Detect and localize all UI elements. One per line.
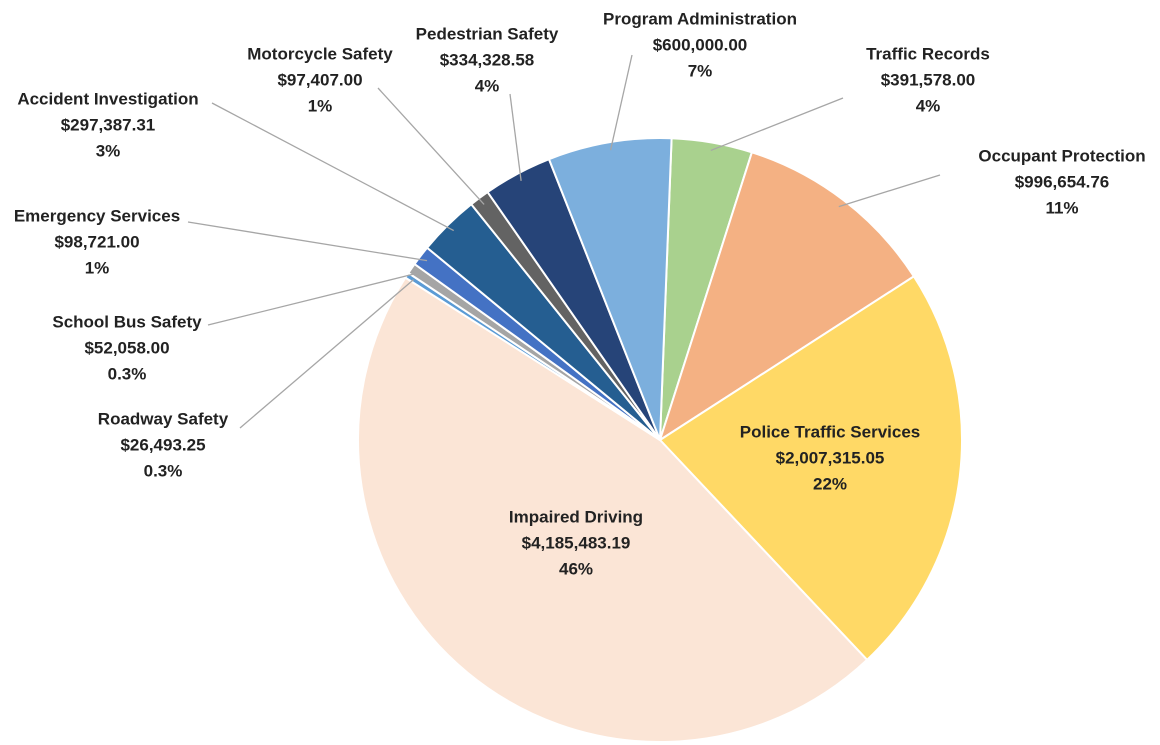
percent-label: 4% (916, 96, 941, 115)
slice (658, 274, 963, 662)
value-label: $334,328.58 (440, 50, 535, 69)
percent-label: 7% (688, 61, 713, 80)
value-label: $391,578.00 (881, 70, 976, 89)
percent-label: 0.3% (144, 461, 183, 480)
percent-label: 46% (559, 559, 593, 578)
percent-label: 3% (96, 141, 121, 160)
value-label: $4,185,483.19 (522, 533, 631, 552)
slice-label: School Bus Safety (52, 312, 202, 331)
leader-line (609, 54, 633, 151)
slice (356, 276, 869, 743)
value-label: $297,387.31 (61, 115, 156, 134)
slice (658, 151, 916, 443)
leader-line (377, 87, 485, 205)
value-label: $600,000.00 (653, 35, 748, 54)
slice (547, 137, 673, 441)
slice-label: Emergency Services (14, 206, 180, 225)
leader-line (207, 272, 419, 326)
slice-label: Police Traffic Services (740, 422, 921, 441)
value-label: $98,721.00 (54, 232, 139, 251)
percent-label: 1% (308, 96, 333, 115)
leader-line (211, 102, 455, 232)
percent-label: 22% (813, 474, 847, 493)
leader-line (710, 97, 844, 152)
leader-line (239, 279, 414, 429)
slice-label: Occupant Protection (978, 146, 1145, 165)
leader-line (187, 221, 428, 262)
value-label: $97,407.00 (277, 70, 362, 89)
value-label: $2,007,315.05 (776, 448, 885, 467)
percent-label: 4% (475, 76, 500, 95)
leader-line (509, 93, 522, 181)
value-label: $26,493.25 (120, 435, 205, 454)
value-label: $996,654.76 (1015, 172, 1110, 191)
slice-label: Impaired Driving (509, 507, 643, 526)
leader-line (838, 174, 941, 208)
slice-label: Accident Investigation (17, 89, 198, 108)
slice-label: Roadway Safety (98, 409, 229, 428)
percent-label: 0.3% (108, 364, 147, 383)
percent-label: 11% (1045, 198, 1078, 217)
slice-label: Motorcycle Safety (247, 44, 393, 63)
percent-label: 1% (85, 258, 110, 277)
value-label: $52,058.00 (84, 338, 169, 357)
slice-label: Pedestrian Safety (416, 24, 559, 43)
slice-label: Traffic Records (866, 44, 990, 63)
slice-label: Program Administration (603, 9, 797, 28)
